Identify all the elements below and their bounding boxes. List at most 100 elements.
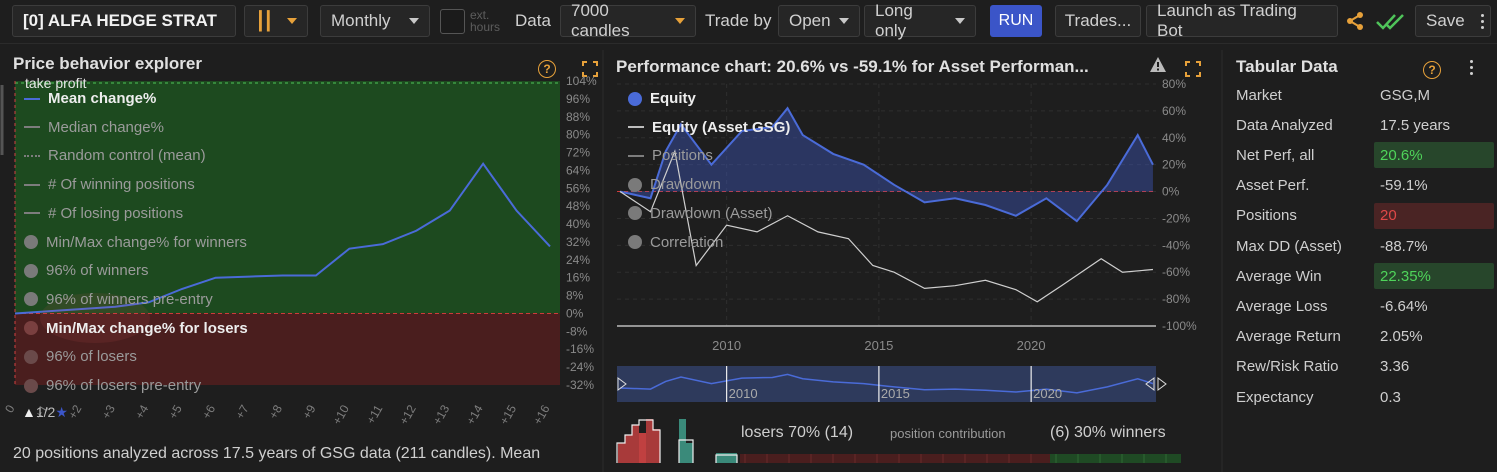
trades-button[interactable]: Trades... <box>1055 5 1141 37</box>
asset-equity-line <box>619 149 1154 303</box>
row-value: -6.64% <box>1380 297 1428 315</box>
y-tick-label: -32% <box>566 378 594 392</box>
y-tick-label: 20% <box>1162 158 1186 172</box>
chart-type-dropdown[interactable]: ┃┃ <box>244 5 308 37</box>
histogram-outline <box>616 419 661 463</box>
row-key: Rew/Risk Ratio <box>1236 358 1339 376</box>
legend-item[interactable]: 96% of losers <box>24 348 137 365</box>
save-button[interactable]: Save <box>1415 5 1491 37</box>
help-icon[interactable]: ? <box>1423 61 1441 79</box>
validate-button[interactable] <box>1374 5 1408 37</box>
take-profit-label: take profit <box>25 75 87 91</box>
equity-line <box>619 106 1154 223</box>
row-key: Data Analyzed <box>1236 116 1333 134</box>
navigator-tick: 2010 <box>729 386 758 401</box>
legend-item[interactable]: 96% of winners pre-entry <box>24 291 213 308</box>
legend-label: 96% of winners pre-entry <box>46 290 213 308</box>
y-tick-label: 32% <box>566 235 590 249</box>
expand-icon[interactable] <box>1185 61 1201 77</box>
legend-item[interactable]: # Of losing positions <box>24 205 183 222</box>
legend-item[interactable]: Mean change% <box>24 90 156 107</box>
y-tick-label: 80% <box>1162 77 1186 91</box>
row-value: 20 <box>1374 202 1494 229</box>
candles-value: 7000 candles <box>571 1 630 40</box>
legend-item[interactable]: Drawdown (Asset) <box>628 205 773 222</box>
legend-label: 96% of losers <box>46 348 137 366</box>
ext-hours-checkbox[interactable] <box>440 8 465 34</box>
legend-item[interactable]: Min/Max change% for losers <box>24 320 248 337</box>
y-tick-label: 48% <box>566 199 590 213</box>
contribution-losers-bar <box>740 454 1050 463</box>
histogram-bar <box>723 453 730 463</box>
timeframe-dropdown[interactable]: Monthly <box>320 5 430 37</box>
y-tick-label: 80% <box>566 128 590 142</box>
page-indicator[interactable]: ▲1/2★ <box>22 404 68 421</box>
legend-dot-icon <box>628 235 642 249</box>
legend-item[interactable]: Correlation <box>628 234 723 251</box>
legend-item[interactable]: Random control (mean) <box>24 147 206 164</box>
tabular-title: Tabular Data <box>1236 57 1338 76</box>
legend-dot-icon <box>24 378 38 393</box>
table-row: Average Return 2.05% <box>1236 323 1494 351</box>
row-value: -88.7% <box>1380 237 1428 255</box>
losers-range-marker <box>40 293 150 343</box>
legend-label: Correlation <box>650 233 724 251</box>
legend-label: Median change% <box>48 118 164 136</box>
run-button[interactable]: RUN <box>990 5 1042 37</box>
row-key: Net Perf, all <box>1236 146 1315 164</box>
legend-item[interactable]: Median change% <box>24 119 164 136</box>
chevron-down-icon <box>675 18 685 24</box>
more-icon[interactable] <box>1470 60 1473 75</box>
navigator-tick: 2015 <box>881 386 910 401</box>
legend-label: Mean change% <box>48 90 157 107</box>
strategy-selector[interactable]: [0] ALFA HEDGE STRAT <box>12 5 236 37</box>
legend-dot-icon <box>628 177 642 192</box>
losers-label: losers 70% (14) <box>741 424 854 441</box>
histogram-bar <box>679 419 686 463</box>
winners-label: (6) 30% winners <box>1050 424 1166 441</box>
legend-item[interactable]: # Of winning positions <box>24 176 195 193</box>
losers-zone <box>15 313 560 385</box>
table-row: Asset Perf. -59.1% <box>1236 172 1494 200</box>
help-icon[interactable]: ? <box>538 60 556 78</box>
ext-hours-toggle[interactable]: ext. hours <box>440 5 508 37</box>
legend-dotted-line-icon <box>24 154 40 157</box>
legend-item[interactable]: Drawdown <box>628 176 721 193</box>
warning-icon[interactable] <box>1149 56 1167 73</box>
x-tick-label: +8 <box>266 402 285 421</box>
row-key: Market <box>1236 86 1282 104</box>
table-row: Average Loss -6.64% <box>1236 292 1494 320</box>
y-tick-label: 24% <box>566 253 590 267</box>
legend-item[interactable]: Equity <box>628 90 696 107</box>
histogram-bar <box>716 453 723 463</box>
legend-item[interactable]: Min/Max change% for winners <box>24 234 247 251</box>
y-tick-label: 40% <box>1162 131 1186 145</box>
legend-label: Equity (Asset GSG) <box>652 118 791 136</box>
legend-label: Equity <box>650 90 696 107</box>
direction-dropdown[interactable]: Long only <box>864 1 976 40</box>
candles-dropdown[interactable]: 7000 candles <box>560 1 696 40</box>
y-tick-label: -100% <box>1162 319 1197 333</box>
histogram-bar <box>618 443 625 463</box>
legend-item[interactable]: 96% of winners <box>24 262 149 279</box>
launch-trading-bot-button[interactable]: Launch as Trading Bot <box>1146 1 1338 40</box>
x-tick-label: +2 <box>66 402 85 421</box>
contribution-label: position contribution <box>890 426 1006 441</box>
histogram-bar <box>686 443 693 463</box>
share-button[interactable] <box>1344 5 1366 37</box>
legend-item[interactable]: Equity (Asset GSG) <box>628 119 790 136</box>
row-key: Expectancy <box>1236 388 1314 406</box>
triangle-up-icon[interactable]: ▲ <box>22 404 36 420</box>
legend-item[interactable]: Positions <box>628 147 713 164</box>
legend-item[interactable]: 96% of losers pre-entry <box>24 377 201 394</box>
histogram-bar <box>625 435 632 463</box>
expand-icon[interactable] <box>582 61 598 77</box>
trade-by-dropdown[interactable]: Open <box>778 5 860 37</box>
more-icon[interactable] <box>1481 13 1484 29</box>
histogram-bar <box>632 425 639 463</box>
histogram-outline <box>715 454 738 463</box>
star-icon[interactable]: ★ <box>55 404 68 420</box>
ext-hours-label: ext. hours <box>470 8 501 34</box>
